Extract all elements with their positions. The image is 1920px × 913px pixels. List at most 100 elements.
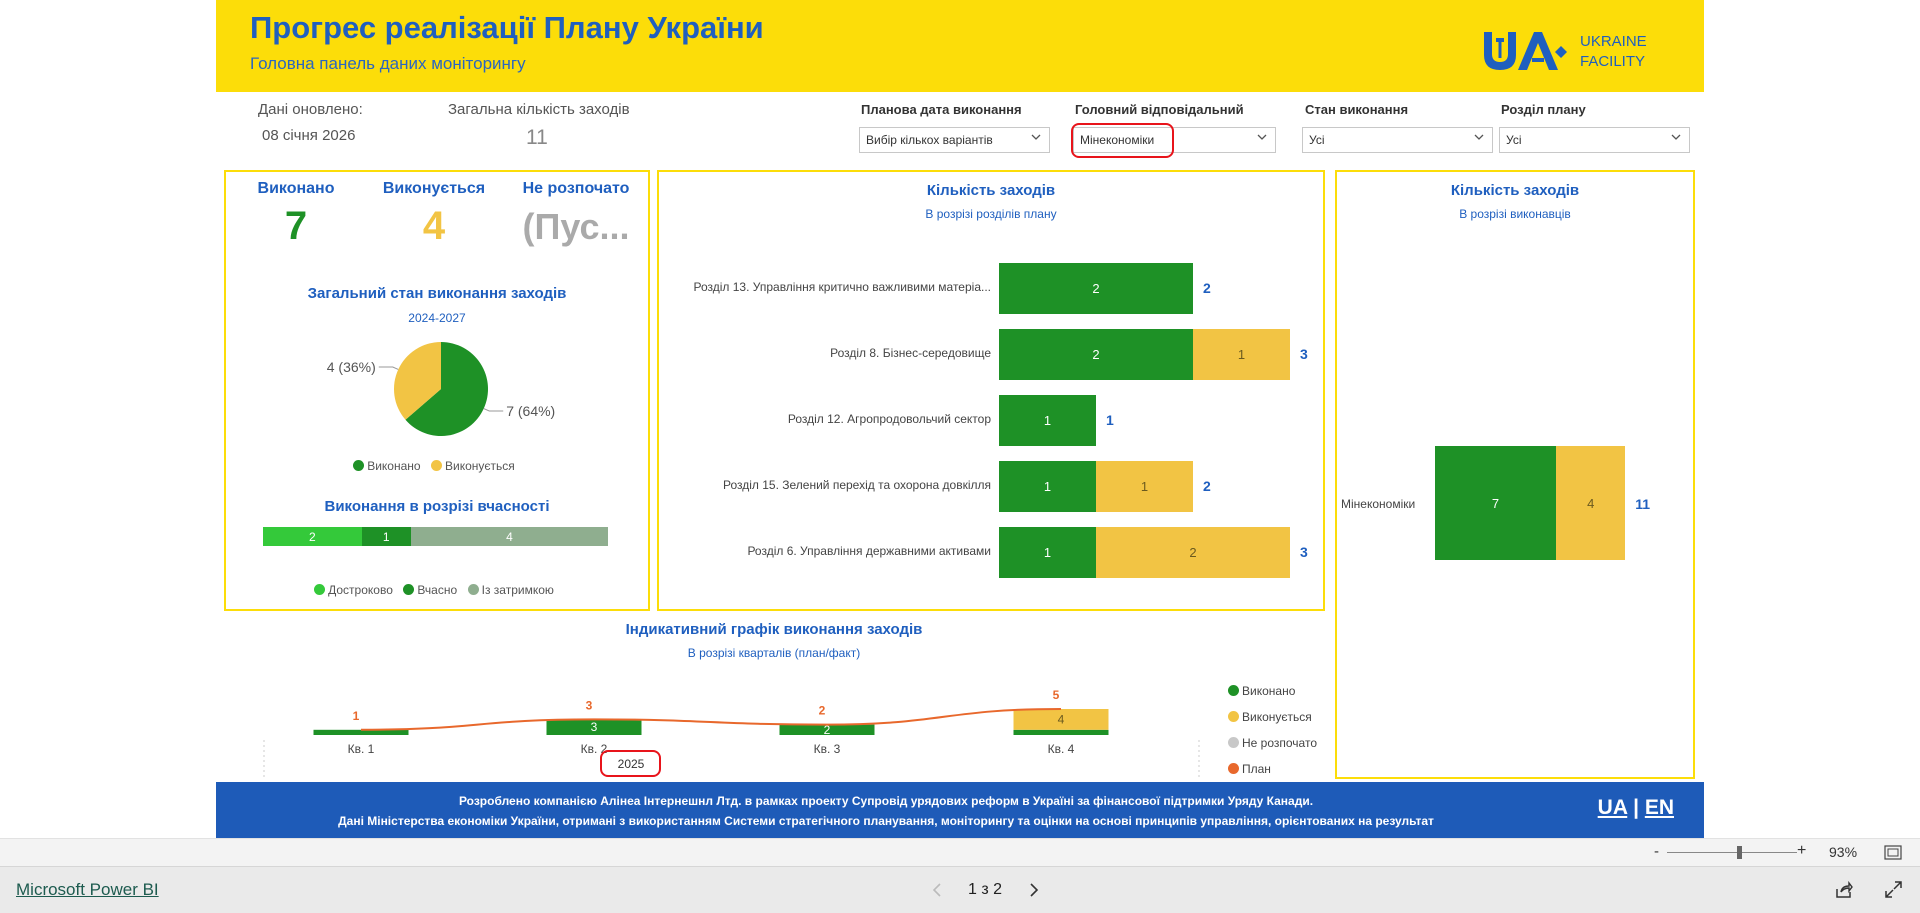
pie-subtitle: 2024-2027 xyxy=(408,311,466,325)
pie-legend: Виконано Виконується xyxy=(226,458,648,476)
pie-leader-0 xyxy=(483,408,504,412)
timeliness-seg-1: 1 xyxy=(361,527,411,546)
chevron-down-icon xyxy=(1671,134,1681,140)
section-bar-segment: 1 xyxy=(1096,461,1193,512)
highlight-year xyxy=(600,750,661,777)
total-value: 11 xyxy=(526,126,548,149)
total-label: Загальна кількість заходів xyxy=(448,101,630,118)
updated-value: 08 січня 2026 xyxy=(262,127,356,144)
executors-bar-chart: Мінекономіки 7 4 11 xyxy=(1337,172,1693,777)
executors-panel: Кількість заходів В розрізі виконавців М… xyxy=(1335,170,1695,779)
filter-responsible-dropdown[interactable]: Мінекономіки xyxy=(1073,127,1276,153)
kpi-done-value: 7 xyxy=(284,204,308,248)
executor-category-label: Мінекономіки xyxy=(1341,497,1416,511)
q-legend-notstarted: Не розпочато xyxy=(1228,730,1324,756)
kpi-notstarted-label: Не розпочато xyxy=(522,180,630,197)
q-bar-done-label: 2 xyxy=(824,723,831,737)
quarterly-subtitle: В розрізі кварталів (план/факт) xyxy=(687,646,861,660)
section-bar-segment: 1 xyxy=(999,395,1096,446)
sections-bar-chart: Розділ 13. Управління критично важливими… xyxy=(659,172,1323,609)
executor-bar-segment: 4 xyxy=(1556,446,1626,560)
timeliness-legend-ontime: Вчасно xyxy=(403,583,457,597)
zoom-value: 93% xyxy=(1829,844,1858,860)
page-indicator: 1 з 2 xyxy=(968,881,1003,898)
pie-slice-1 xyxy=(394,342,441,420)
logo-text-1: UKRAINE xyxy=(1580,33,1647,50)
powerbi-brand-link[interactable]: Microsoft Power BI xyxy=(16,880,159,899)
executor-bar-segment: 7 xyxy=(1435,446,1557,560)
timeliness-seg-2: 4 xyxy=(410,527,608,546)
updated-label: Дані оновлено: xyxy=(258,101,363,118)
filter-status-value: Усі xyxy=(1309,133,1325,147)
kpi-progress-label: Виконується xyxy=(382,180,486,197)
q-plan-label: 3 xyxy=(586,698,593,712)
pie-legend-progress: Виконується xyxy=(431,459,515,473)
filter-status-dropdown[interactable]: Усі xyxy=(1302,127,1493,153)
kpi-progress-value: 4 xyxy=(422,204,446,248)
fullscreen-icon[interactable] xyxy=(1885,881,1902,898)
next-page-icon[interactable] xyxy=(1028,883,1040,897)
report-footer: Розроблено компанією Алінеа Інтернешнл Л… xyxy=(216,782,1704,838)
quarterly-legend: Виконано Виконується Не розпочато План xyxy=(1228,678,1324,782)
page-subtitle: Головна панель даних моніторингу xyxy=(250,54,526,73)
quarterly-section: Індикативний графік виконання заходів В … xyxy=(224,614,1324,779)
pie-leader-1 xyxy=(378,366,399,370)
zoom-slider-track[interactable] xyxy=(1667,852,1797,853)
zoom-out-button[interactable]: - xyxy=(1654,843,1659,860)
timeliness-legend: Достроково Вчасно Із затримкою xyxy=(226,582,648,600)
q-legend-plan: План xyxy=(1228,756,1324,782)
section-bar-total: 3 xyxy=(1300,544,1308,560)
section-category-label: Розділ 8. Бізнес-середовище xyxy=(830,346,991,360)
section-bar-segment: 1 xyxy=(1193,329,1290,380)
q-legend-progress: Виконується xyxy=(1228,704,1324,730)
prev-page-icon[interactable] xyxy=(932,883,944,897)
zoom-in-button[interactable]: + xyxy=(1797,842,1807,859)
chevron-down-icon xyxy=(1031,134,1041,140)
filter-label-responsible: Головний відповідальний xyxy=(1075,102,1244,117)
q-plan-label: 1 xyxy=(353,709,360,723)
language-switch: UA | EN xyxy=(1598,796,1674,820)
kpi-notstarted-value: (Пус... xyxy=(522,206,630,247)
q-category-label: Кв. 4 xyxy=(1048,742,1075,756)
report-header: Прогрес реалізації Плану України Головна… xyxy=(216,0,1704,92)
q-plan-label: 2 xyxy=(819,704,826,718)
lang-separator: | xyxy=(1633,796,1639,819)
q-plan-line xyxy=(360,708,1062,731)
zoom-slider-thumb[interactable] xyxy=(1736,846,1742,859)
pie-slice-0 xyxy=(405,342,489,436)
q-plan-label: 5 xyxy=(1053,688,1060,702)
section-bar-total: 1 xyxy=(1106,412,1114,428)
section-bar-total: 2 xyxy=(1203,280,1211,296)
filter-section-dropdown[interactable]: Усі xyxy=(1499,127,1690,153)
lang-en-link[interactable]: EN xyxy=(1644,796,1674,819)
executors-title: Кількість заходів xyxy=(1450,182,1580,199)
fit-to-page-icon[interactable] xyxy=(1884,845,1902,860)
section-bar-segment: 2 xyxy=(999,329,1193,380)
page-title: Прогрес реалізації Плану України xyxy=(250,10,764,45)
share-icon[interactable] xyxy=(1835,881,1853,899)
lang-ua-link[interactable]: UA xyxy=(1597,796,1628,819)
quarterly-title: Індикативний графік виконання заходів xyxy=(625,621,923,638)
section-bar-total: 2 xyxy=(1203,478,1211,494)
q-bar-done xyxy=(313,729,409,735)
filter-label-section: Розділ плану xyxy=(1501,102,1586,117)
q-bar-progress xyxy=(1013,709,1109,730)
filter-date-dropdown[interactable]: Вибір кількох варіантів xyxy=(859,127,1050,153)
q-category-label: Кв. 1 xyxy=(348,742,375,756)
section-category-label: Розділ 6. Управління державними активами xyxy=(747,544,991,558)
q-bar-done xyxy=(1013,729,1109,735)
filter-label-date: Планова дата виконання xyxy=(861,102,1022,117)
sections-subtitle: В розрізі розділів плану xyxy=(925,207,1057,221)
section-bar-total: 3 xyxy=(1300,346,1308,362)
section-category-label: Розділ 12. Агропродовольчий сектор xyxy=(787,412,991,426)
executor-bar-total: 11 xyxy=(1635,496,1651,512)
section-bar-segment: 2 xyxy=(999,263,1193,314)
footer-line-2: Дані Міністерства економіки України, отр… xyxy=(338,814,1434,828)
sections-title: Кількість заходів xyxy=(926,182,1056,199)
section-bar-segment: 1 xyxy=(999,527,1096,578)
timeliness-title: Виконання в розрізі вчасності xyxy=(324,498,550,515)
logo-text-2: FACILITY xyxy=(1580,53,1645,70)
timeliness-legend-delayed: Із затримкою xyxy=(467,583,554,597)
